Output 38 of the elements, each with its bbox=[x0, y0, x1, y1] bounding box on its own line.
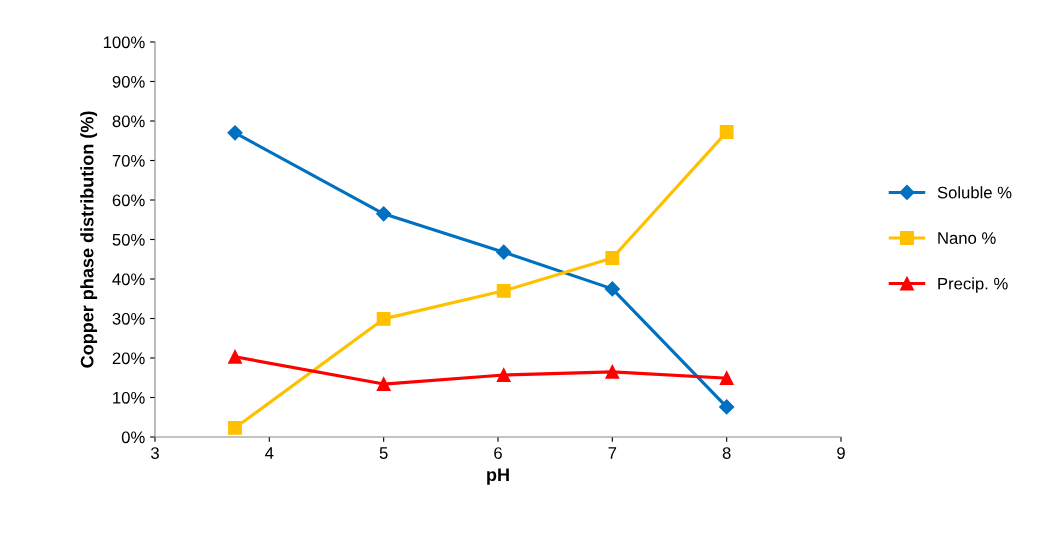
y-tick-label: 40% bbox=[112, 273, 145, 286]
y-tick-label: 70% bbox=[112, 154, 145, 167]
y-tick-label: 100% bbox=[103, 36, 145, 49]
point bbox=[227, 125, 243, 141]
y-tick-label: 50% bbox=[112, 233, 145, 246]
x-tick-label: 6 bbox=[494, 447, 502, 459]
point bbox=[228, 420, 242, 435]
y-tick-label: 20% bbox=[112, 352, 145, 365]
legend-label: Precip. % bbox=[938, 277, 1008, 293]
x-tick-label: 5 bbox=[379, 447, 388, 459]
point bbox=[605, 364, 620, 379]
point bbox=[228, 349, 242, 364]
point bbox=[496, 283, 511, 298]
point bbox=[376, 311, 391, 326]
x-tick-label: 8 bbox=[722, 447, 731, 459]
y-tick-label: 90% bbox=[112, 75, 145, 88]
legend-label: Nano % bbox=[938, 232, 996, 244]
point bbox=[376, 206, 392, 222]
y-tick-label: 0% bbox=[121, 431, 145, 444]
point bbox=[496, 244, 512, 260]
point bbox=[605, 251, 620, 266]
point bbox=[496, 368, 511, 382]
point bbox=[719, 125, 734, 140]
point bbox=[376, 377, 391, 392]
point bbox=[719, 399, 735, 415]
x-tick-label: 3 bbox=[151, 447, 159, 459]
y-tick-label: 30% bbox=[112, 312, 145, 325]
legend-label: Soluble % bbox=[937, 186, 1012, 199]
point bbox=[719, 371, 734, 386]
y-tick-label: 10% bbox=[113, 391, 145, 404]
y-tick-label: 80% bbox=[112, 115, 145, 128]
x-tick-label: 9 bbox=[837, 447, 845, 459]
x-tick-label: 4 bbox=[265, 447, 274, 459]
x-axis-title: pH bbox=[487, 468, 509, 485]
point bbox=[604, 281, 620, 297]
x-tick-label: 7 bbox=[608, 447, 617, 459]
y-tick-label: 60% bbox=[112, 194, 145, 207]
y-axis-title: Copper phase distribution (%) bbox=[80, 111, 98, 368]
